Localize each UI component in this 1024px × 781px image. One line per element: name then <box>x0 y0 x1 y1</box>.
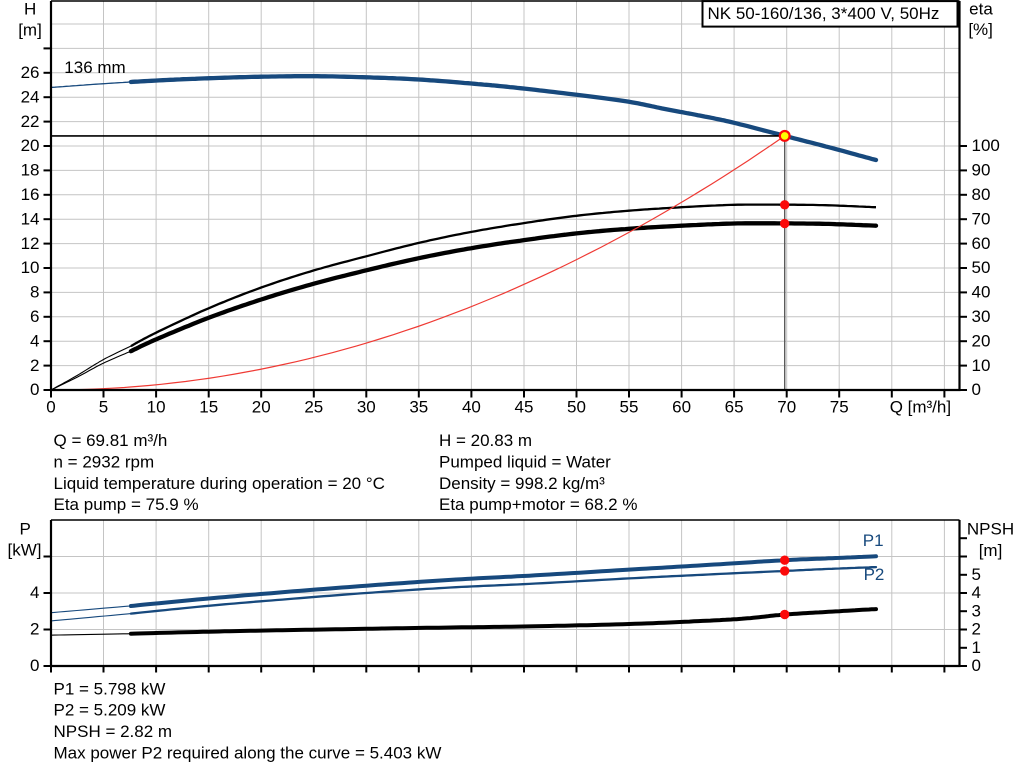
svg-text:5: 5 <box>972 565 981 584</box>
svg-text:Q = 69.81 m³/h: Q = 69.81 m³/h <box>54 431 168 450</box>
svg-text:[%]: [%] <box>968 20 993 39</box>
svg-text:NPSH = 2.82 m: NPSH = 2.82 m <box>54 722 173 741</box>
svg-text:24: 24 <box>21 87 40 106</box>
svg-text:70: 70 <box>972 209 991 228</box>
svg-text:65: 65 <box>725 397 744 416</box>
svg-text:80: 80 <box>972 185 991 204</box>
svg-text:2: 2 <box>972 620 981 639</box>
svg-text:2: 2 <box>30 620 39 639</box>
svg-text:0: 0 <box>972 380 981 399</box>
svg-text:15: 15 <box>199 397 218 416</box>
svg-text:[kW]: [kW] <box>8 540 42 559</box>
svg-text:20: 20 <box>972 331 991 350</box>
svg-text:Density = 998.2 kg/m³: Density = 998.2 kg/m³ <box>439 474 605 493</box>
svg-text:8: 8 <box>30 283 39 302</box>
svg-text:10: 10 <box>147 397 166 416</box>
svg-text:[m]: [m] <box>979 541 1003 560</box>
svg-text:5: 5 <box>99 397 108 416</box>
svg-text:30: 30 <box>972 307 991 326</box>
svg-text:H: H <box>24 0 36 19</box>
svg-text:26: 26 <box>21 63 40 82</box>
svg-text:10: 10 <box>972 356 991 375</box>
svg-text:P: P <box>20 520 31 539</box>
svg-text:P2 = 5.209 kW: P2 = 5.209 kW <box>54 701 166 720</box>
svg-text:18: 18 <box>21 161 40 180</box>
svg-text:eta: eta <box>969 0 993 19</box>
svg-text:20: 20 <box>252 397 271 416</box>
svg-text:[m]: [m] <box>18 21 42 40</box>
svg-text:0: 0 <box>30 380 39 399</box>
svg-text:3: 3 <box>972 602 981 621</box>
svg-text:12: 12 <box>21 234 40 253</box>
svg-text:6: 6 <box>30 307 39 326</box>
svg-text:Q [m³/h]: Q [m³/h] <box>890 397 951 416</box>
svg-text:P1 = 5.798 kW: P1 = 5.798 kW <box>54 679 166 698</box>
svg-text:0: 0 <box>46 397 55 416</box>
svg-text:H = 20.83 m: H = 20.83 m <box>439 431 532 450</box>
svg-text:Max power P2 required along th: Max power P2 required along the curve = … <box>54 744 442 763</box>
svg-text:20: 20 <box>21 136 40 155</box>
svg-text:4: 4 <box>972 583 981 602</box>
svg-text:22: 22 <box>21 112 40 131</box>
svg-text:60: 60 <box>672 397 691 416</box>
svg-text:P1: P1 <box>863 531 884 550</box>
svg-text:35: 35 <box>409 397 428 416</box>
svg-text:0: 0 <box>30 656 39 675</box>
svg-text:100: 100 <box>972 136 1000 155</box>
svg-text:Eta pump = 75.9 %: Eta pump = 75.9 % <box>54 495 199 514</box>
svg-text:10: 10 <box>21 258 40 277</box>
svg-text:16: 16 <box>21 185 40 204</box>
svg-text:4: 4 <box>30 583 39 602</box>
svg-text:55: 55 <box>620 397 639 416</box>
svg-text:Liquid temperature during oper: Liquid temperature during operation = 20… <box>54 474 385 493</box>
svg-text:25: 25 <box>304 397 323 416</box>
svg-text:Pumped liquid = Water: Pumped liquid = Water <box>439 452 611 471</box>
svg-text:60: 60 <box>972 234 991 253</box>
svg-text:1: 1 <box>972 638 981 657</box>
svg-text:P2: P2 <box>864 565 885 584</box>
svg-text:40: 40 <box>972 283 991 302</box>
svg-text:4: 4 <box>30 331 39 350</box>
svg-text:50: 50 <box>972 258 991 277</box>
svg-text:14: 14 <box>21 209 40 228</box>
svg-text:2: 2 <box>30 356 39 375</box>
svg-text:0: 0 <box>972 656 981 675</box>
svg-text:n = 2932 rpm: n = 2932 rpm <box>54 452 155 471</box>
svg-text:40: 40 <box>462 397 481 416</box>
svg-text:NK 50-160/136, 3*400 V, 50Hz: NK 50-160/136, 3*400 V, 50Hz <box>708 4 940 23</box>
svg-text:75: 75 <box>830 397 849 416</box>
svg-text:136 mm: 136 mm <box>64 58 125 77</box>
svg-text:70: 70 <box>777 397 796 416</box>
svg-text:45: 45 <box>515 397 534 416</box>
svg-text:NPSH: NPSH <box>967 520 1014 539</box>
svg-text:30: 30 <box>357 397 376 416</box>
svg-text:Eta pump+motor = 68.2 %: Eta pump+motor = 68.2 % <box>439 495 637 514</box>
svg-text:50: 50 <box>567 397 586 416</box>
svg-text:90: 90 <box>972 161 991 180</box>
